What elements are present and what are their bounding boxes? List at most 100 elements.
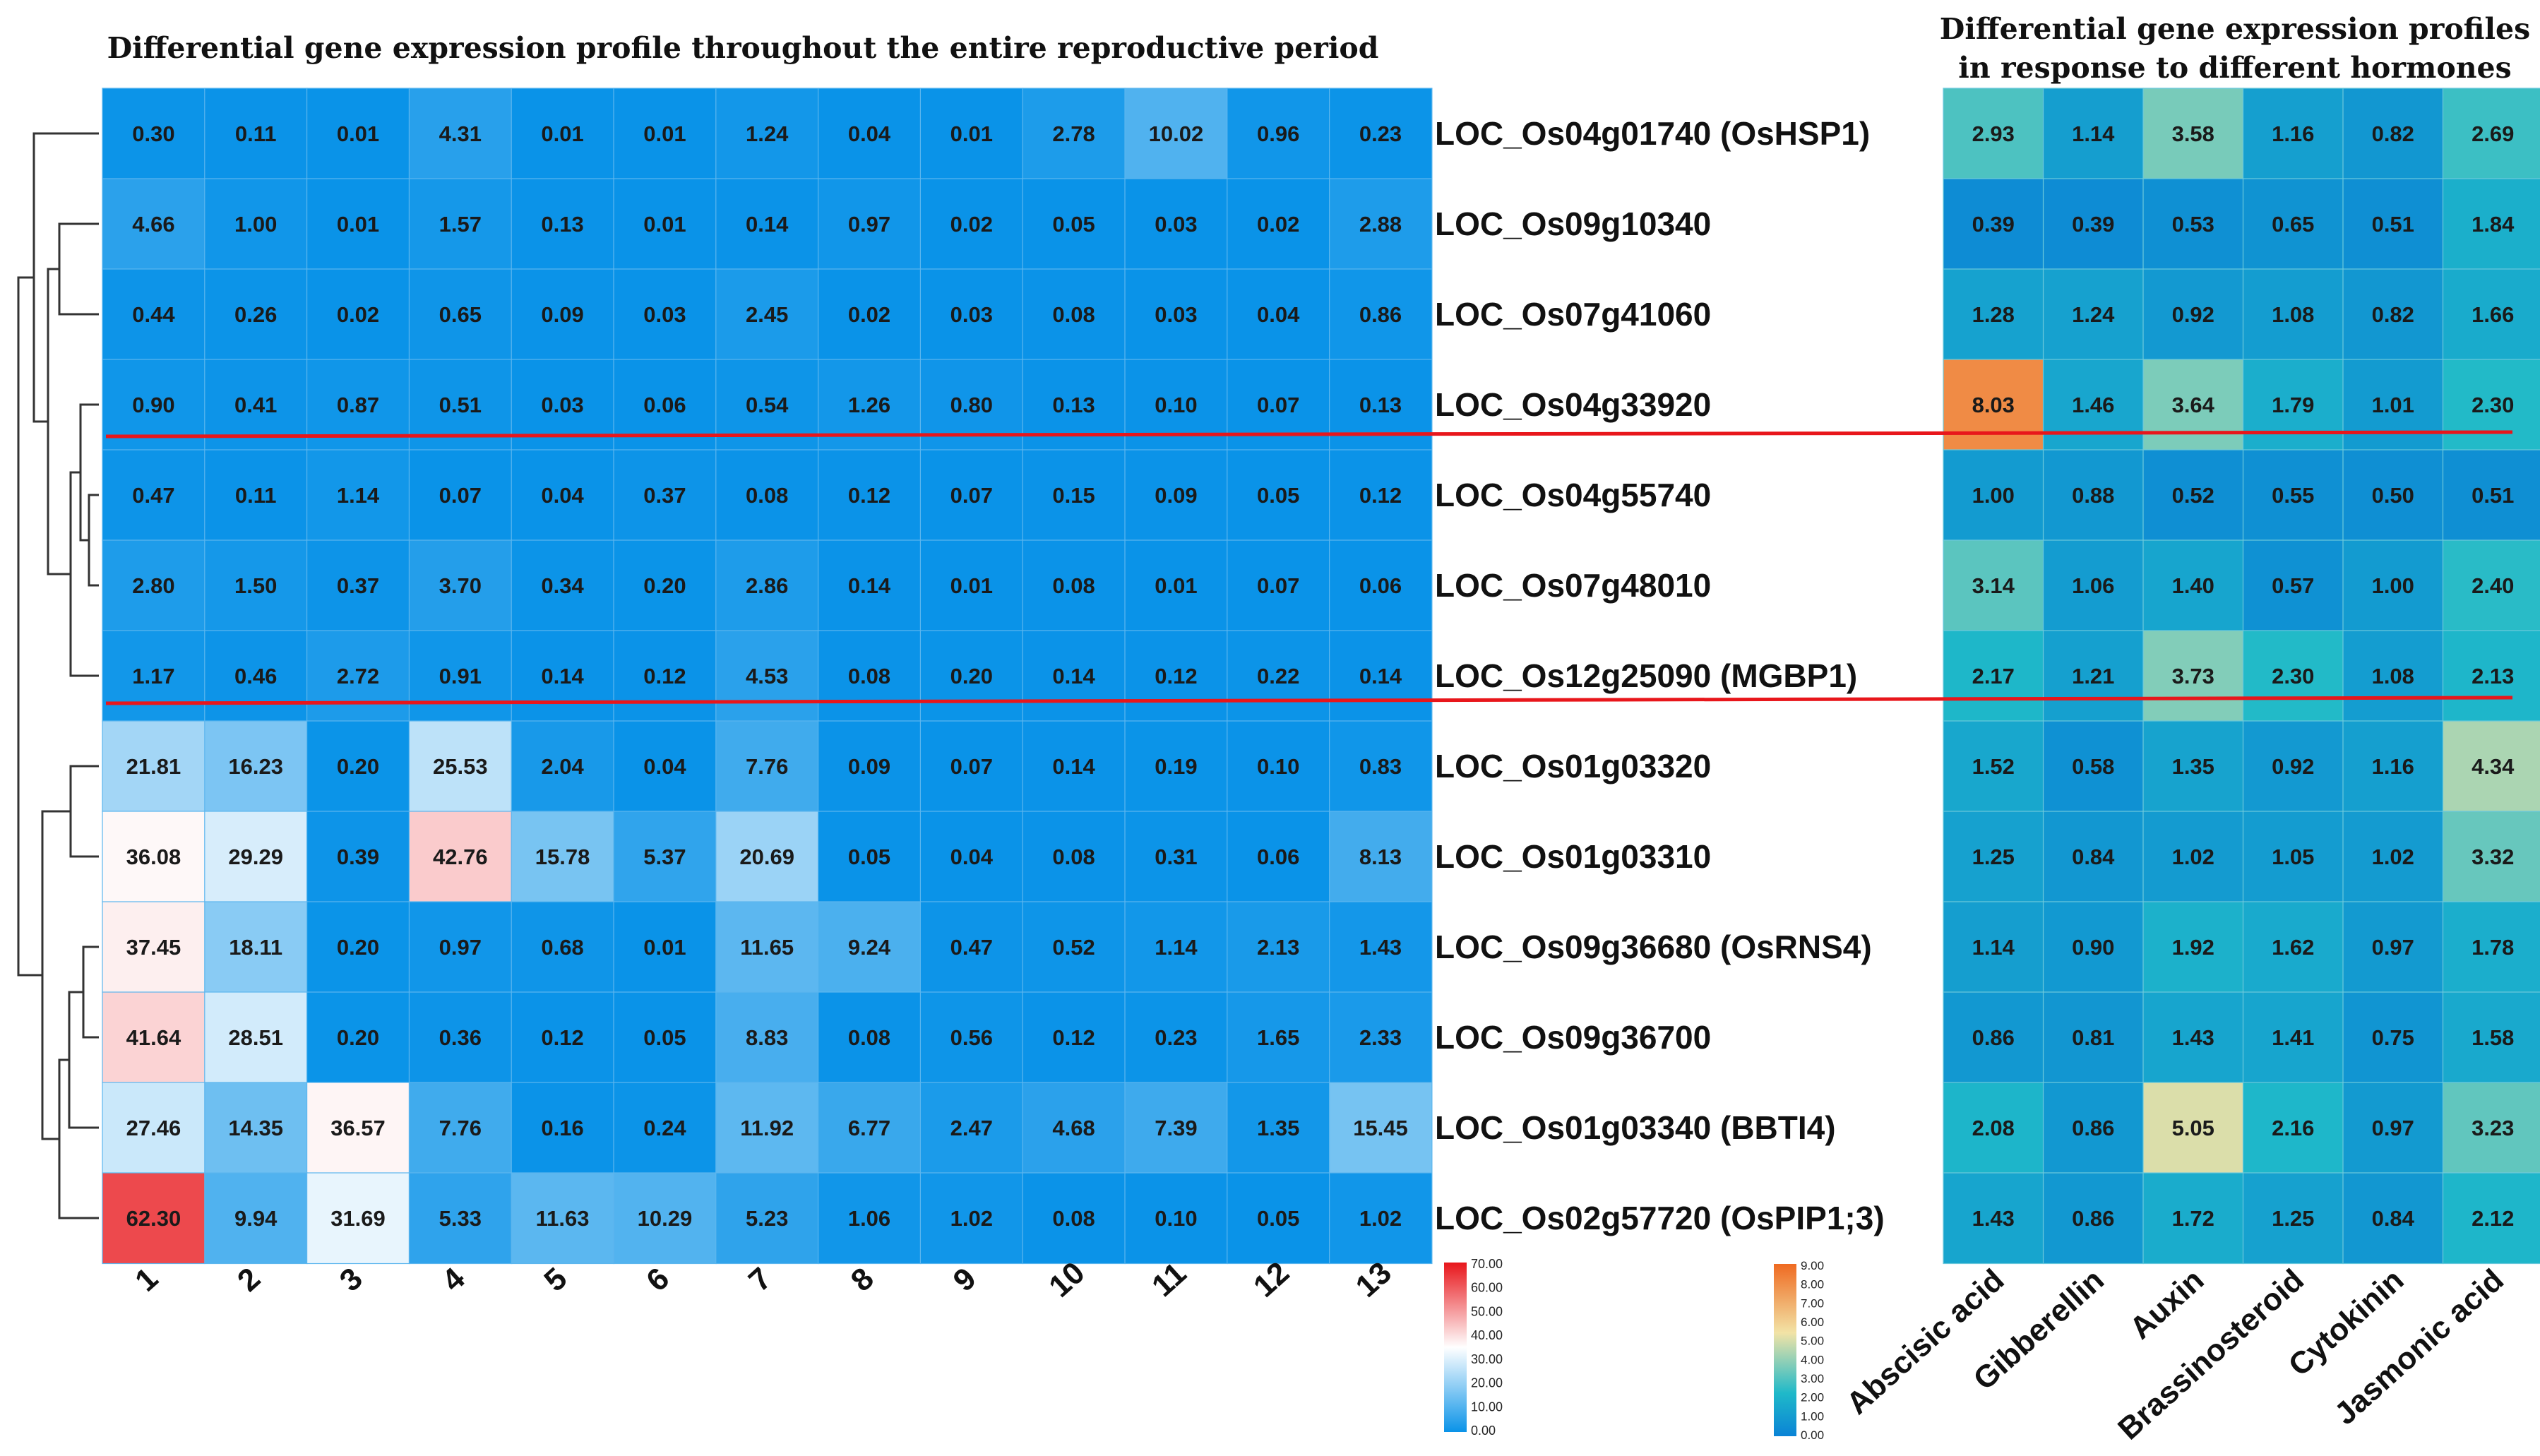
left-cell-value: 42.76 bbox=[433, 845, 488, 869]
left-heatmap-cell bbox=[1022, 268, 1126, 361]
row-label: LOC_Os02g57720 (OsPIP1;3) bbox=[1435, 1200, 1885, 1236]
left-heatmap-cell bbox=[1328, 901, 1433, 993]
left-colorbar-tick-label: 30.00 bbox=[1471, 1352, 1503, 1366]
left-cell-value: 0.80 bbox=[950, 393, 993, 417]
left-cell-value: 1.17 bbox=[132, 664, 174, 688]
right-cell-value: 3.14 bbox=[1972, 573, 2015, 598]
left-cell-value: 0.04 bbox=[643, 754, 686, 779]
left-heatmap-cell bbox=[1227, 88, 1330, 180]
left-cell-value: 0.11 bbox=[235, 483, 277, 508]
left-cell-value: 8.13 bbox=[1359, 845, 1402, 869]
left-cell-value: 0.87 bbox=[337, 393, 379, 417]
right-cell-value: 0.97 bbox=[2372, 935, 2414, 960]
left-cell-value: 0.08 bbox=[848, 1025, 890, 1050]
left-heatmap-cell bbox=[1328, 88, 1433, 180]
right-cell-value: 2.30 bbox=[2472, 393, 2514, 417]
left-cell-value: 0.09 bbox=[541, 302, 583, 327]
left-heatmap-cell bbox=[1124, 178, 1228, 270]
left-cell-value: 0.12 bbox=[1155, 664, 1197, 688]
right-cell-value: 1.52 bbox=[1972, 754, 2015, 779]
left-cell-value: 0.20 bbox=[337, 935, 379, 960]
left-cell-value: 21.81 bbox=[126, 754, 181, 779]
right-x-tick-label: Abscisic acid bbox=[1840, 1263, 2011, 1421]
left-heatmap-cell bbox=[817, 720, 922, 813]
left-cell-value: 0.14 bbox=[746, 212, 789, 237]
right-cell-value: 0.86 bbox=[1972, 1025, 2015, 1050]
left-cell-value: 0.08 bbox=[848, 664, 890, 688]
left-cell-value: 0.01 bbox=[337, 212, 379, 237]
left-heatmap-cell bbox=[817, 811, 922, 903]
row-dendrogram bbox=[17, 132, 99, 1219]
left-cell-value: 0.01 bbox=[337, 121, 379, 146]
right-cell-value: 2.69 bbox=[2472, 121, 2514, 146]
left-heatmap-cell bbox=[204, 539, 308, 632]
left-cell-value: 0.01 bbox=[1155, 573, 1197, 598]
right-heatmap-cell bbox=[1943, 449, 2044, 542]
left-cell-value: 25.53 bbox=[433, 754, 488, 779]
right-heatmap-cell bbox=[2342, 1172, 2444, 1265]
left-heatmap-cell bbox=[1022, 178, 1126, 270]
right-heatmap-cell bbox=[2042, 991, 2145, 1084]
left-cell-value: 36.08 bbox=[126, 845, 181, 869]
right-cell-value: 3.23 bbox=[2472, 1116, 2514, 1140]
left-cell-value: 0.41 bbox=[234, 393, 277, 417]
right-cell-value: 0.84 bbox=[2372, 1206, 2415, 1231]
right-cell-value: 0.88 bbox=[2072, 483, 2114, 508]
left-cell-value: 0.01 bbox=[950, 573, 993, 598]
right-cell-value: 2.40 bbox=[2472, 573, 2514, 598]
right-heatmap-cell bbox=[2142, 539, 2244, 632]
left-cell-value: 1.35 bbox=[1257, 1116, 1299, 1140]
left-colorbar-tick-label: 70.00 bbox=[1471, 1257, 1503, 1271]
right-cell-value: 1.24 bbox=[2072, 302, 2115, 327]
left-cell-value: 0.01 bbox=[643, 212, 686, 237]
left-heatmap-cell bbox=[1328, 630, 1433, 722]
left-heatmap-cell bbox=[715, 1082, 819, 1174]
left-heatmap-cell bbox=[511, 1082, 615, 1174]
left-heatmap-cell bbox=[919, 88, 1024, 180]
left-cell-value: 0.90 bbox=[132, 393, 174, 417]
left-heatmap-cell bbox=[102, 1172, 205, 1265]
left-heatmap-cell bbox=[613, 901, 717, 993]
right-cell-value: 0.39 bbox=[2072, 212, 2114, 237]
left-heatmap-cell bbox=[1022, 720, 1126, 813]
left-heatmap-cell bbox=[204, 811, 308, 903]
left-heatmap-cell bbox=[1227, 268, 1330, 361]
left-heatmap-cell bbox=[408, 991, 513, 1084]
right-heatmap-cell bbox=[2242, 268, 2344, 361]
left-heatmap-title: Differential gene expression profile thr… bbox=[107, 31, 1379, 65]
left-heatmap-cell bbox=[919, 630, 1024, 722]
left-heatmap-cell bbox=[1124, 720, 1228, 813]
left-cell-value: 1.06 bbox=[848, 1206, 890, 1231]
left-cell-value: 0.37 bbox=[643, 483, 686, 508]
left-heatmap-cell bbox=[715, 720, 819, 813]
left-cell-value: 0.07 bbox=[950, 754, 993, 779]
right-cell-value: 2.17 bbox=[1972, 664, 2015, 688]
left-heatmap-cell bbox=[306, 1172, 410, 1265]
left-heatmap-cell bbox=[511, 720, 615, 813]
left-cell-value: 0.20 bbox=[643, 573, 686, 598]
right-cell-value: 0.82 bbox=[2372, 302, 2414, 327]
left-heatmap-cell bbox=[1227, 811, 1330, 903]
left-cell-value: 0.03 bbox=[1155, 302, 1197, 327]
right-heatmap-cell bbox=[2142, 1172, 2244, 1265]
left-cell-value: 1.14 bbox=[337, 483, 380, 508]
left-x-tick-label: 8 bbox=[845, 1261, 881, 1299]
left-cell-value: 0.05 bbox=[1257, 1206, 1299, 1231]
left-heatmap-cell bbox=[817, 449, 922, 542]
row-label: LOC_Os01g03340 (BBTI4) bbox=[1435, 1109, 1836, 1146]
right-cell-value: 1.62 bbox=[2272, 935, 2314, 960]
right-cell-value: 1.46 bbox=[2072, 393, 2114, 417]
right-cell-value: 1.14 bbox=[2072, 121, 2115, 146]
left-cell-value: 0.13 bbox=[1052, 393, 1095, 417]
right-colorbar-tick-label: 5.00 bbox=[1801, 1335, 1824, 1348]
right-cell-value: 1.08 bbox=[2372, 664, 2414, 688]
right-x-tick-label: Auxin bbox=[2123, 1263, 2211, 1346]
left-cell-value: 0.23 bbox=[1155, 1025, 1197, 1050]
right-cell-value: 0.65 bbox=[2272, 212, 2314, 237]
left-heatmap-cell bbox=[613, 449, 717, 542]
left-heatmap-cell bbox=[204, 449, 308, 542]
left-heatmap-cell bbox=[204, 720, 308, 813]
right-heatmap-cell bbox=[1943, 359, 2044, 451]
left-cell-value: 0.14 bbox=[1052, 754, 1095, 779]
